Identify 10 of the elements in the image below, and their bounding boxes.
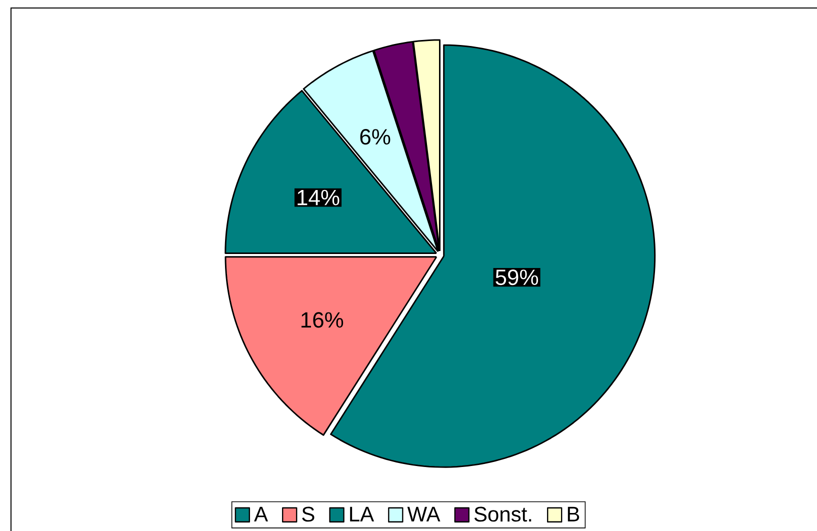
data-label: 6%: [360, 129, 390, 145]
legend-label: LA: [350, 506, 374, 522]
data-label: 59%: [496, 270, 538, 286]
legend-label: Sonst.: [474, 506, 532, 522]
legend-label: S: [302, 506, 314, 522]
legend-label: A: [254, 506, 268, 522]
legend-label: B: [568, 506, 580, 522]
data-label: 16%: [302, 312, 344, 328]
legend-label: WA: [407, 506, 440, 522]
data-label: 14%: [298, 190, 340, 206]
